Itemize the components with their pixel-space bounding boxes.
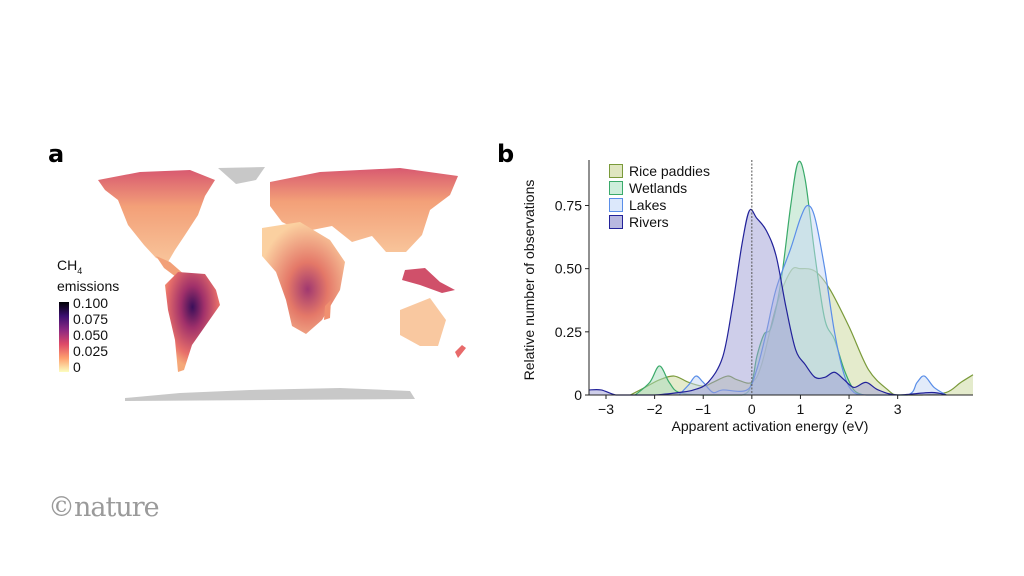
colorbar-title-main: CH — [57, 257, 78, 273]
legend-swatch — [609, 214, 623, 229]
legend-label: Rice paddies — [629, 162, 710, 179]
colorbar-tick: 0.050 — [73, 327, 109, 343]
madagascar — [324, 300, 331, 320]
world-methane-map — [98, 167, 466, 401]
y-axis-label: Relative number of observations — [521, 180, 537, 381]
africa — [262, 222, 345, 334]
colorbar-tick: 0.100 — [73, 295, 109, 311]
y-tick-label: 0.25 — [555, 324, 582, 340]
colorbar-title: CH4 emissions — [57, 258, 119, 294]
new-zealand — [455, 345, 466, 358]
colorbar-title-subscript: 4 — [77, 265, 83, 276]
antarctica — [125, 388, 415, 401]
north-america — [98, 170, 215, 262]
y-tick-label: 0.50 — [555, 261, 582, 277]
x-axis-label: Apparent activation energy (eV) — [672, 418, 869, 434]
legend-label: Rivers — [629, 213, 669, 230]
series-line-rivers — [588, 208, 947, 396]
x-tick-label: 3 — [894, 401, 902, 417]
panel-a-label: a — [48, 140, 65, 168]
y-tick-label: 0 — [574, 387, 582, 403]
x-tick-label: 2 — [845, 401, 853, 417]
x-tick-label: 1 — [797, 401, 805, 417]
greenland — [218, 167, 265, 184]
legend-item-lakes: Lakes — [609, 196, 667, 213]
x-tick-label: −3 — [598, 401, 614, 417]
legend-label: Wetlands — [629, 179, 688, 196]
australia — [400, 298, 446, 346]
colorbar — [59, 302, 69, 372]
colorbar-tick: 0.075 — [73, 311, 109, 327]
nature-logo: ©nature — [48, 492, 160, 523]
legend-swatch — [609, 163, 623, 178]
colorbar-title-line2: emissions — [57, 277, 120, 294]
x-tick-label: −1 — [695, 401, 711, 417]
legend-swatch — [609, 197, 623, 212]
legend-item-rivers: Rivers — [609, 213, 669, 230]
legend-label: Lakes — [629, 196, 667, 213]
south-america — [165, 272, 220, 372]
legend-item-rice-paddies: Rice paddies — [609, 162, 710, 179]
series-area-rivers — [589, 209, 947, 395]
legend-item-wetlands: Wetlands — [609, 179, 688, 196]
x-tick-label: 0 — [748, 401, 756, 417]
eurasia — [270, 168, 458, 252]
legend-swatch — [609, 180, 623, 195]
x-tick-label: −2 — [647, 401, 663, 417]
colorbar-tick: 0 — [73, 359, 81, 375]
maritime-asia — [402, 268, 455, 293]
y-tick-label: 0.75 — [555, 197, 582, 213]
series-area-lakes — [678, 205, 947, 395]
panel-b-label: b — [497, 140, 515, 168]
colorbar-tick: 0.025 — [73, 343, 109, 359]
